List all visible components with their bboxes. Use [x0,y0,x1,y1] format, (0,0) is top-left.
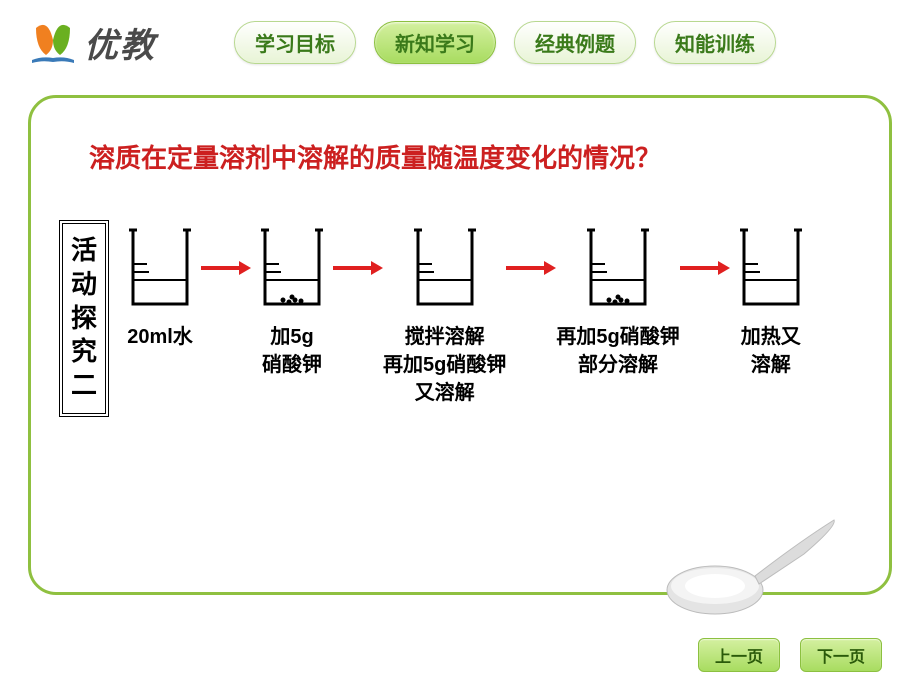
beaker-icon [251,220,333,315]
step-1: 20ml水 [119,220,201,351]
activity-char-5: 二 [71,369,97,403]
step-2: 加5g 硝酸钾 [251,220,333,379]
tabs: 学习目标 新知学习 经典例题 知能训练 [234,21,776,64]
activity-char-1: 活 [71,234,97,268]
steps: 20ml水 加5g 硝酸钾 [119,220,861,407]
prev-button[interactable]: 上一页 [698,638,780,672]
arrow-icon [333,220,383,315]
nav-buttons: 上一页 下一页 [698,638,882,672]
arrow-icon [506,220,556,315]
next-button[interactable]: 下一页 [800,638,882,672]
header: 优教 学习目标 新知学习 经典例题 知能训练 [0,0,920,77]
tab-training[interactable]: 知能训练 [654,21,776,64]
activity-char-2: 动 [71,268,97,302]
tab-new-learning[interactable]: 新知学习 [374,21,496,64]
step-label: 加热又 溶解 [741,323,801,379]
step-label: 搅拌溶解 再加5g硝酸钾 又溶解 [383,323,506,407]
step-3: 搅拌溶解 再加5g硝酸钾 又溶解 [383,220,506,407]
arrow-icon [680,220,730,315]
logo: 优教 [30,18,156,67]
step-label: 再加5g硝酸钾 部分溶解 [556,323,679,379]
question-text: 溶质在定量溶剂中溶解的质量随温度变化的情况？ [89,138,861,175]
logo-text: 优教 [84,18,156,67]
arrow-icon [201,220,251,315]
activity-row: 活 动 探 究 二 20ml水 加5 [59,220,861,417]
tab-objectives[interactable]: 学习目标 [234,21,356,64]
logo-icon [30,20,76,66]
step-label: 20ml水 [127,323,193,351]
activity-label: 活 动 探 究 二 [59,220,109,417]
beaker-icon [404,220,486,315]
beaker-icon [119,220,201,315]
content-frame: 溶质在定量溶剂中溶解的质量随温度变化的情况？ 活 动 探 究 二 20ml水 [28,95,892,595]
tab-examples[interactable]: 经典例题 [514,21,636,64]
beaker-icon [730,220,812,315]
spoon-icon [659,512,839,622]
step-4: 再加5g硝酸钾 部分溶解 [556,220,679,379]
activity-char-3: 探 [71,302,97,336]
step-5: 加热又 溶解 [730,220,812,379]
step-label: 加5g 硝酸钾 [262,323,322,379]
activity-char-4: 究 [71,335,97,369]
beaker-icon [577,220,659,315]
